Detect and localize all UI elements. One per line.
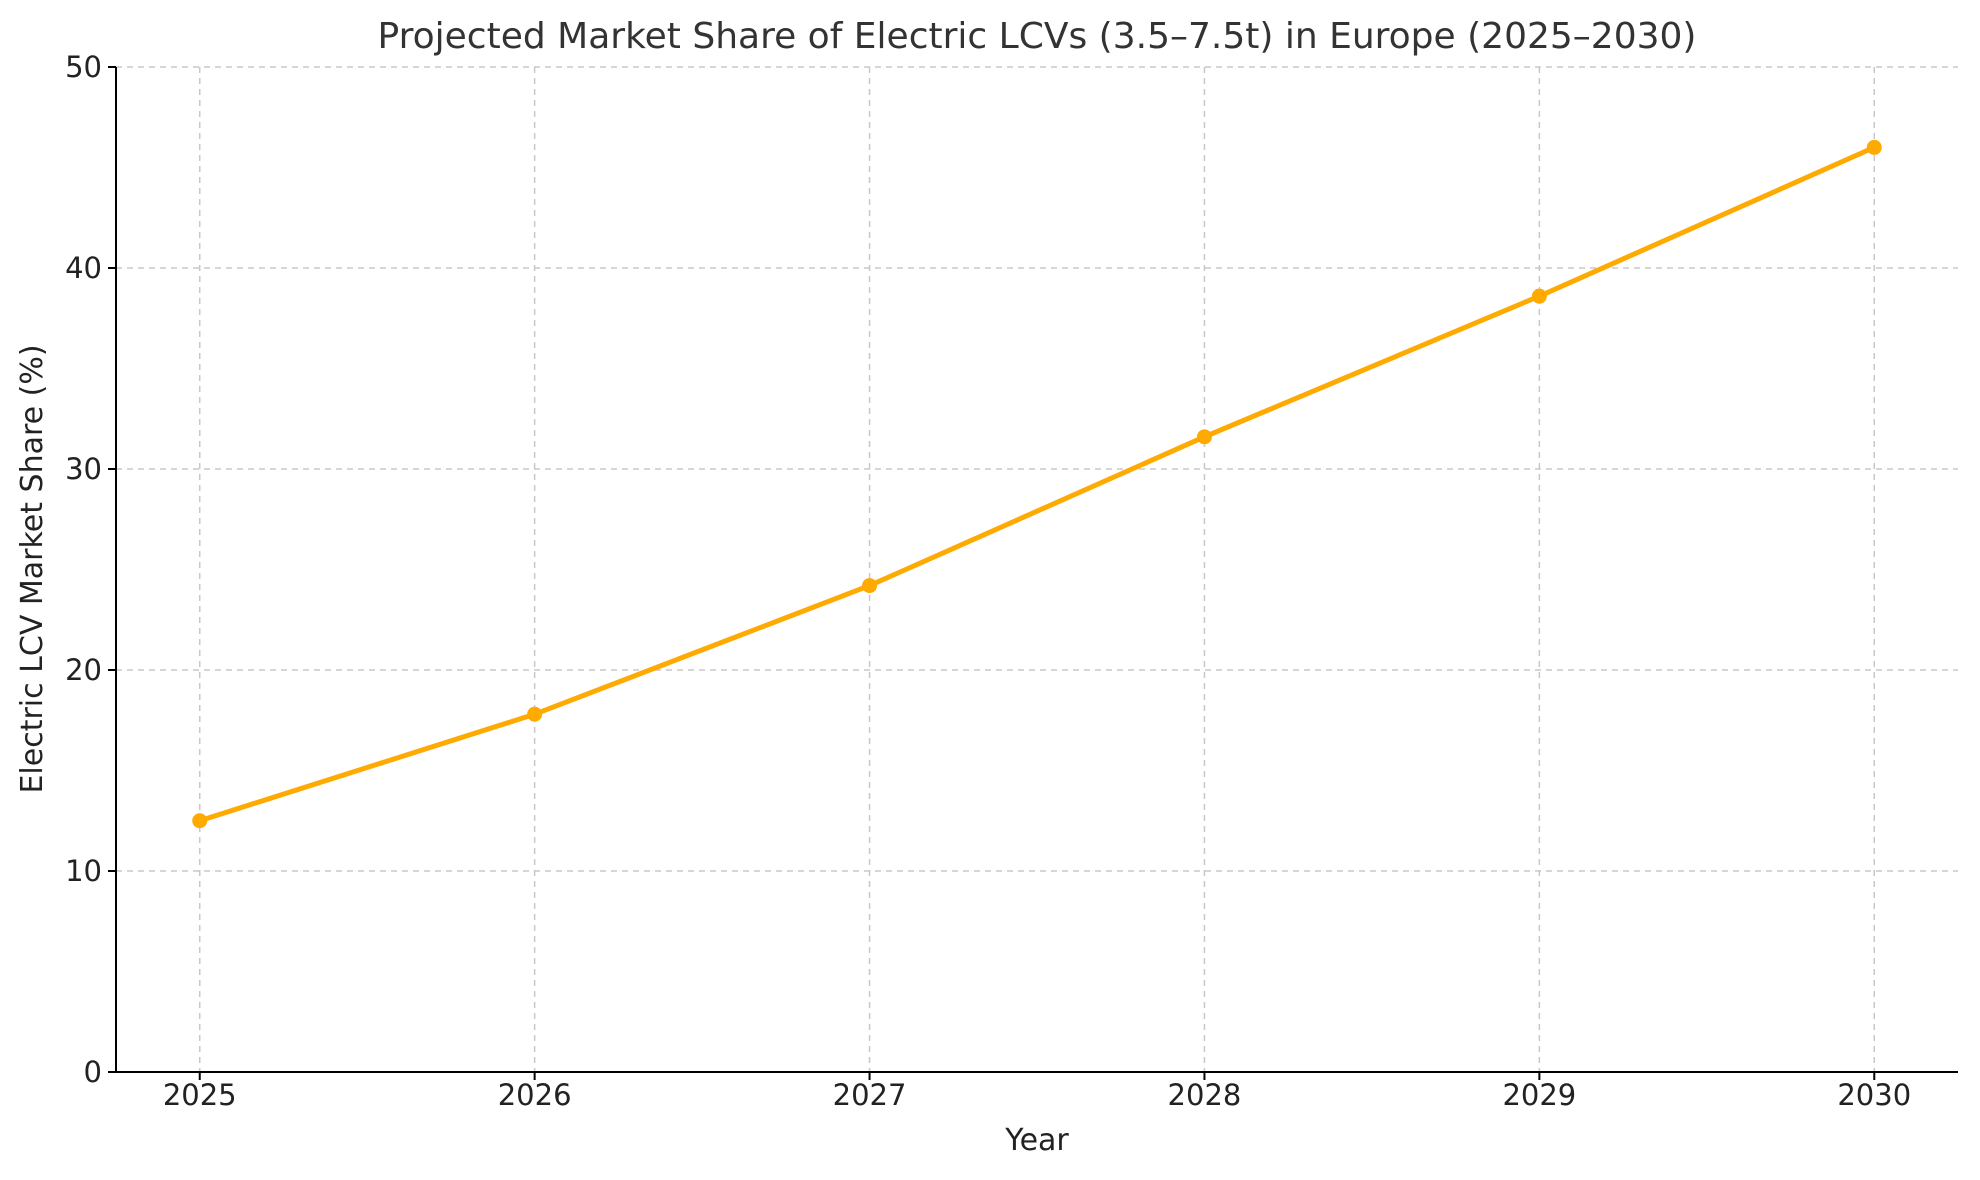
chart-title: Projected Market Share of Electric LCVs …: [378, 16, 1697, 57]
series-layer: [192, 139, 1882, 829]
data-point: [1196, 429, 1212, 445]
y-tick-label: 40: [65, 251, 102, 285]
y-tick-label: 30: [65, 452, 102, 486]
y-tick-label: 0: [84, 1055, 102, 1089]
x-tick-label: 2028: [1168, 1078, 1242, 1112]
data-point: [527, 706, 543, 722]
y-tick-label: 10: [65, 854, 102, 888]
data-point: [1531, 288, 1547, 304]
x-tick-label: 2025: [163, 1078, 237, 1112]
x-tick-label: 2027: [833, 1078, 907, 1112]
x-tick-label: 2029: [1502, 1078, 1576, 1112]
axes: [115, 67, 1958, 1073]
data-point: [1866, 139, 1882, 155]
series-line: [197, 144, 1877, 824]
y-tick-label: 50: [65, 50, 102, 84]
x-tick-label: 2026: [498, 1078, 572, 1112]
data-point: [862, 578, 878, 594]
grid: [116, 66, 1958, 1072]
x-tick-label: 2030: [1837, 1078, 1911, 1112]
y-tick-label: 20: [65, 653, 102, 687]
x-axis-label: Year: [1004, 1123, 1069, 1158]
data-point: [192, 813, 208, 829]
y-axis-label: Electric LCV Market Share (%): [15, 344, 50, 793]
